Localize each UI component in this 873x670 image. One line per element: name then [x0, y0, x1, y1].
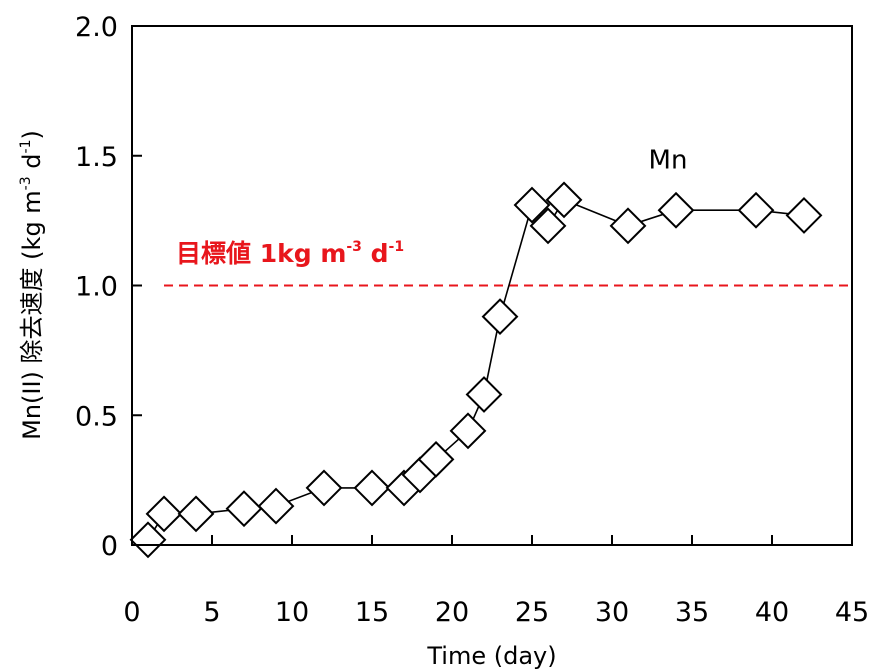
x-tick-label: 0 — [123, 597, 140, 628]
data-point-diamond — [481, 298, 519, 336]
data-point-diamond — [225, 490, 263, 528]
data-point-diamond — [513, 186, 551, 224]
y-axis-title: Mn(II) 除去速度 (kg m-3 d-1) — [18, 130, 46, 440]
y-title-suffix: ) — [18, 130, 46, 139]
x-tick-label: 35 — [675, 597, 709, 628]
x-axis-title: Time (day) — [426, 642, 556, 670]
data-point-diamond — [545, 181, 583, 219]
y-title-prefix: Mn(II) 除去速度 (kg m — [18, 190, 46, 440]
series-markers-mn — [129, 181, 823, 559]
data-point-diamond — [785, 197, 823, 234]
target-label-sup1: -3 — [346, 239, 362, 255]
data-point-diamond — [145, 495, 183, 533]
data-point-diamond — [257, 487, 295, 525]
x-tick-label: 25 — [515, 597, 549, 628]
x-tick-label: 15 — [355, 597, 389, 628]
y-title-mid: d — [18, 153, 46, 176]
data-point-diamond — [305, 469, 343, 507]
data-point-diamond — [529, 207, 567, 245]
x-tick-label: 45 — [835, 597, 869, 628]
data-point-diamond — [177, 495, 215, 533]
plot-frame — [131, 25, 853, 546]
x-tick-label: 20 — [435, 597, 469, 628]
data-point-diamond — [609, 207, 647, 245]
y-axis-ticks: 0 0.5 1.0 1.5 2.0 — [75, 12, 142, 562]
target-label-main: 目標値 1kg m — [176, 239, 346, 268]
data-point-diamond — [449, 412, 487, 450]
x-tick-label: 30 — [595, 597, 629, 628]
y-tick-label: 0 — [101, 531, 118, 562]
y-tick-label: 0.5 — [75, 401, 118, 432]
y-tick-label: 1.5 — [75, 142, 118, 173]
data-point-diamond — [465, 376, 503, 413]
y-title-sup1: -3 — [18, 176, 34, 190]
data-point-diamond — [129, 521, 167, 559]
data-point-diamond — [737, 191, 775, 229]
data-point-diamond — [657, 191, 695, 229]
y-title-sup2: -1 — [18, 140, 34, 154]
data-point-diamond — [353, 469, 391, 507]
series-label-mn: Mn — [649, 146, 688, 176]
x-tick-label: 5 — [203, 597, 220, 628]
target-label-sup2: -1 — [389, 239, 405, 255]
x-tick-label: 10 — [275, 597, 309, 628]
target-reference-label: 目標値 1kg m-3 d-1 — [176, 239, 404, 268]
y-tick-label: 1.0 — [75, 272, 118, 303]
x-axis-ticks: 0 5 10 15 20 25 30 35 40 45 — [123, 535, 869, 628]
y-tick-label: 2.0 — [75, 12, 118, 43]
target-label-mid: d — [362, 239, 389, 268]
data-point-diamond — [417, 440, 455, 478]
x-tick-label: 40 — [755, 597, 789, 628]
